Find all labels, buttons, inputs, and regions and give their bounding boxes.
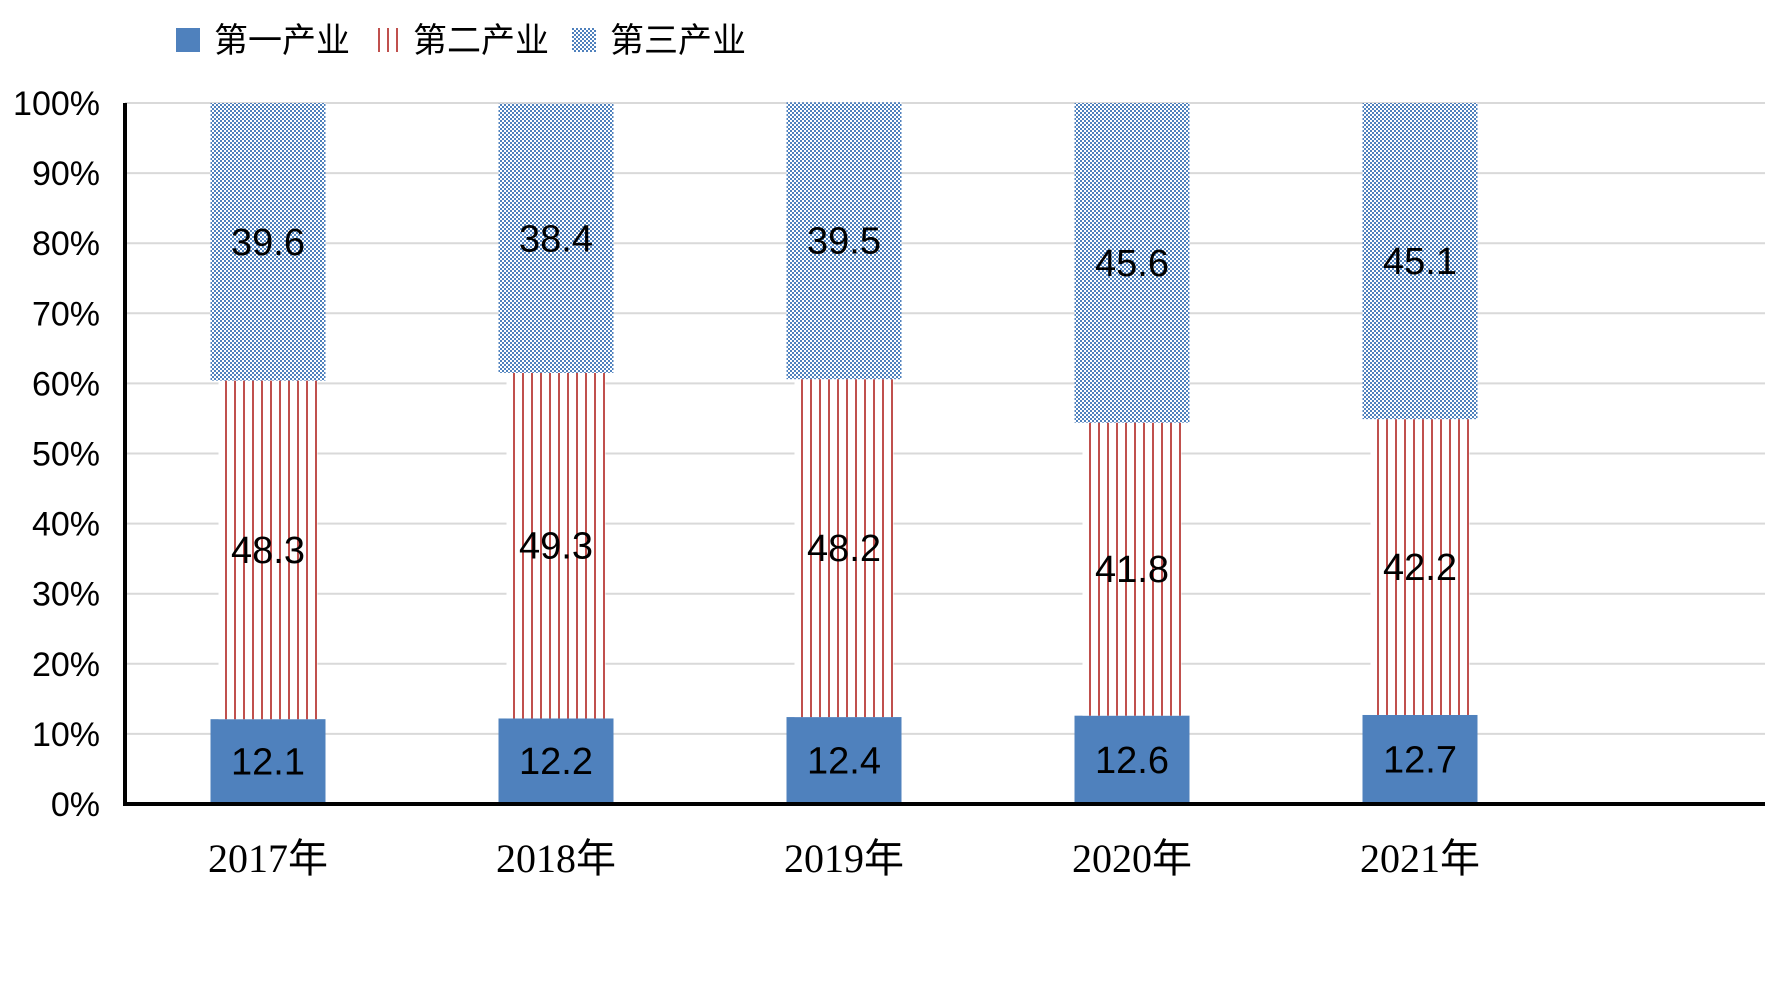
data-label: 12.2	[519, 741, 593, 783]
legend: 第一产业 第二产业 第三产业	[176, 21, 746, 61]
legend-item: 第三产业	[572, 21, 746, 61]
data-label: 12.7	[1383, 739, 1457, 781]
data-label: 49.3	[519, 526, 593, 568]
y-tick-label: 20%	[32, 646, 100, 684]
y-tick-label: 100%	[13, 85, 100, 123]
bar-segment	[1370, 419, 1470, 715]
bar-segment	[498, 103, 614, 373]
x-tick-label: 2021年	[1360, 836, 1480, 881]
data-label: 48.2	[807, 528, 881, 570]
bars: 12.1 48.3 39.6 12.2 49.3 38.4 12.4 48.2 39.5 12.6…	[210, 102, 1478, 804]
bar-stack: 12.6 41.8 45.6	[1074, 103, 1190, 804]
y-tick-label: 60%	[32, 365, 100, 403]
x-tick-label: 2019年	[784, 836, 904, 881]
y-tick-label: 30%	[32, 576, 100, 614]
legend-swatch	[375, 28, 399, 52]
data-label: 41.8	[1095, 549, 1169, 591]
legend-swatch	[176, 28, 200, 52]
y-tick-label: 40%	[32, 506, 100, 544]
x-tick-label: 2017年	[208, 836, 328, 881]
bar-stack: 12.4 48.2 39.5	[786, 102, 902, 804]
bar-segment	[210, 103, 326, 381]
legend-label: 第二产业	[413, 21, 549, 61]
bar-stack: 12.7 42.2 45.1	[1362, 103, 1478, 804]
bar-segment	[498, 718, 614, 804]
data-label: 12.6	[1095, 740, 1169, 782]
data-label: 39.6	[231, 222, 305, 264]
bar-segment	[1362, 103, 1478, 420]
bar-segment	[794, 379, 894, 718]
axes	[123, 103, 1765, 806]
gridlines	[125, 102, 1765, 735]
bar-segment	[1074, 715, 1190, 804]
legend-label: 第一产业	[214, 21, 350, 61]
data-label: 12.1	[231, 742, 305, 784]
bar-segment	[506, 372, 606, 719]
y-tick-label: 10%	[32, 716, 100, 754]
data-label: 45.1	[1383, 241, 1457, 283]
y-tick-label: 0%	[51, 786, 100, 824]
bar-stack: 12.1 48.3 39.6	[210, 103, 326, 804]
data-label: 38.4	[519, 218, 593, 260]
x-tick-label: 2020年	[1072, 836, 1192, 881]
bar-stack: 12.2 49.3 38.4	[498, 103, 614, 804]
bar-segment	[1074, 103, 1190, 423]
bar-segment	[218, 380, 318, 720]
legend-label: 第三产业	[610, 21, 746, 61]
legend-item: 第一产业	[176, 21, 350, 61]
bar-segment	[1362, 714, 1478, 804]
data-label: 39.5	[807, 221, 881, 263]
y-tick-label: 80%	[32, 225, 100, 263]
y-tick-label: 70%	[32, 295, 100, 333]
bar-segment	[786, 717, 902, 804]
x-axis-labels: 2017年 2018年 2019年 2020年 2021年	[208, 836, 1480, 881]
legend-item: 第二产业	[375, 21, 549, 61]
legend-swatch	[572, 28, 596, 52]
data-label: 45.6	[1095, 243, 1169, 285]
y-tick-label: 50%	[32, 436, 100, 474]
y-tick-label: 90%	[32, 155, 100, 193]
data-label: 48.3	[231, 530, 305, 572]
bar-segment	[786, 102, 902, 380]
bar-segment	[210, 719, 326, 804]
data-label: 12.4	[807, 741, 881, 783]
bar-segment	[1082, 422, 1182, 716]
x-tick-label: 2018年	[496, 836, 616, 881]
y-axis-ticks: 0% 10% 20% 30% 40% 50% 60% 70% 80% 90% 100%	[13, 85, 100, 824]
data-label: 42.2	[1383, 547, 1457, 589]
